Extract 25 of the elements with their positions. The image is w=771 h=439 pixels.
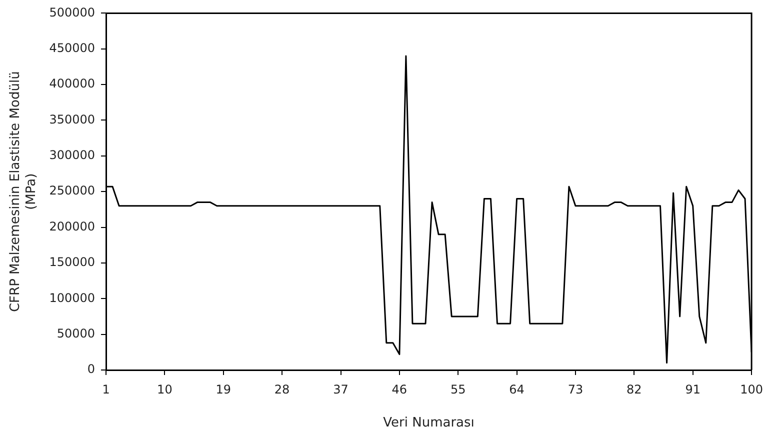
x-tick-label: 1	[102, 382, 110, 396]
x-tick-label: 10	[157, 382, 172, 396]
x-axis-title: Veri Numarası	[383, 416, 474, 431]
y-tick-label: 400000	[49, 76, 96, 91]
x-tick-label: 28	[274, 382, 290, 396]
x-tick-label: 55	[450, 382, 466, 396]
x-tick-label: 91	[685, 382, 701, 396]
y-tick-label: 500000	[49, 5, 96, 20]
y-tick-label: 300000	[49, 148, 96, 162]
x-tick-label: 46	[392, 382, 408, 396]
x-tick-label: 19	[216, 382, 232, 396]
y-tick-label: 100000	[49, 290, 96, 305]
y-axis-title: CFRP Malzemesinin Elastisite Modülü (MPa)	[8, 71, 39, 312]
y-tick-label: 200000	[49, 219, 96, 234]
x-tick-label: 64	[509, 382, 524, 396]
y-tick-label: 350000	[49, 112, 96, 126]
x-tick-label: 73	[568, 382, 584, 396]
x-tick-label: 100	[740, 382, 763, 396]
y-tick-label: 0	[87, 362, 96, 376]
y-tick-label: 450000	[49, 41, 96, 56]
x-tick-label: 37	[333, 382, 348, 396]
y-tick-label: 250000	[49, 184, 96, 198]
y-tick-label: 150000	[49, 255, 96, 270]
y-tick-label: 50000	[56, 326, 96, 340]
x-tick-label: 82	[626, 382, 642, 396]
